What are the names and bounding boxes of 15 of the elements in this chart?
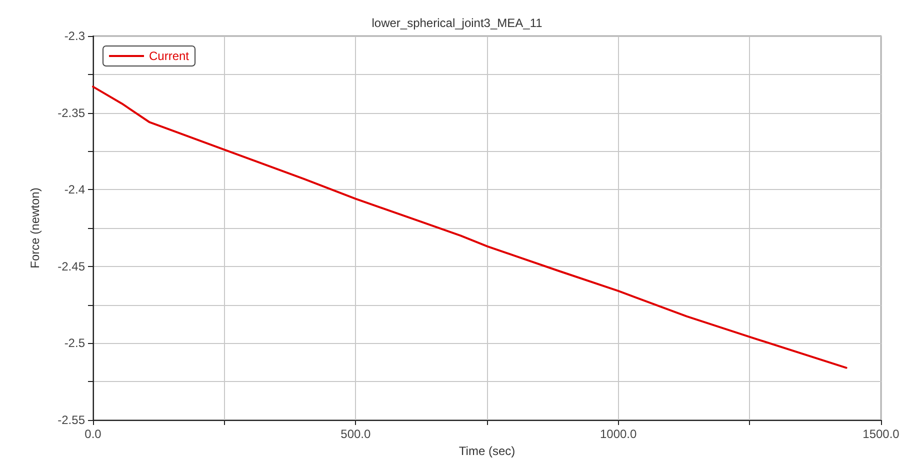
x-tick-label: 1000.0 — [600, 427, 638, 441]
chart-title: lower_spherical_joint3_MEA_11 — [372, 16, 543, 30]
x-tick-label: 0.0 — [84, 427, 102, 441]
y-axis-title: Force (newton) — [28, 188, 42, 268]
x-tick-label: 500.0 — [340, 427, 372, 441]
y-tick-label: -2.5 — [64, 336, 86, 350]
y-tick-label: -2.4 — [64, 182, 86, 197]
line-series — [92, 86, 848, 369]
x-tick-label: 1500.0 — [862, 427, 900, 441]
y-tick-label: -2.35 — [58, 106, 86, 120]
y-tick-label: -2.3 — [64, 29, 86, 43]
x-axis-title: Time (sec) — [458, 444, 516, 458]
y-tick-label: -2.55 — [58, 413, 86, 427]
y-tick-label: -2.45 — [58, 259, 86, 274]
legend-label: Current — [149, 49, 190, 63]
